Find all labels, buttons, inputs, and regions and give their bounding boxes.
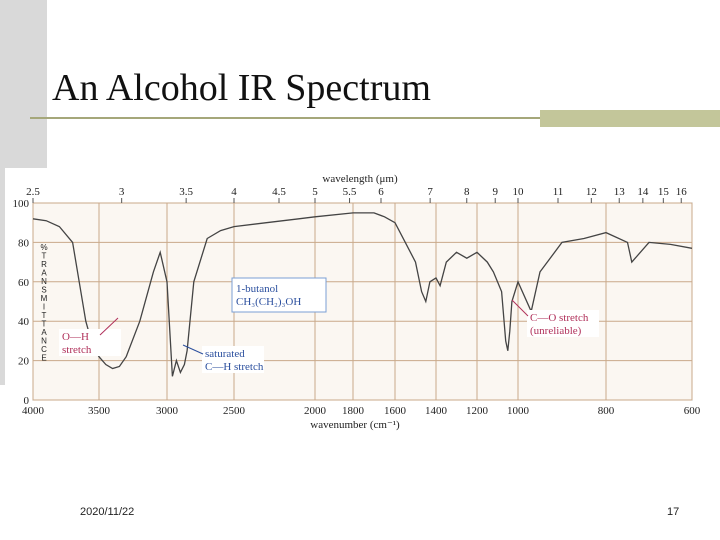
plot: 0 20 40 60 80 100 4000 3500 3000 2500 2000 1800 1600… (13, 173, 701, 431)
top-tick-label: 12 (586, 186, 597, 198)
annotation-pointer (99, 317, 119, 336)
y-tick-label: 80 (18, 237, 30, 249)
top-tick-label: 15 (658, 186, 670, 198)
page-number: 17 (667, 506, 679, 518)
top-tick-label: 14 (637, 186, 649, 198)
top-tick-label: 4.5 (272, 186, 286, 198)
y-tick-label: 0 (24, 395, 30, 407)
annotation-text: C—H stretch (205, 361, 264, 373)
x-tick-label: 600 (684, 405, 701, 417)
x-tick-label: 1400 (425, 405, 448, 417)
x-tick-label: 2000 (304, 405, 327, 417)
slide-title: An Alcohol IR Spectrum (52, 67, 431, 109)
x-tick-label: 1600 (384, 405, 407, 417)
y-tick-label: 100 (13, 198, 30, 210)
top-tick-label: 5 (312, 186, 318, 198)
x-tick-label: 800 (598, 405, 615, 417)
x-tick-label: 3000 (156, 405, 179, 417)
x-axis-label: wavenumber (cm⁻¹) (310, 419, 400, 431)
annotation-box (527, 310, 599, 337)
annotation-pointer (182, 344, 204, 355)
top-tick-label: 9 (492, 186, 498, 198)
annotation-text: saturated (205, 348, 245, 360)
top-tick-label: 3.5 (179, 186, 193, 198)
top-tick-label: 2.5 (26, 186, 40, 198)
date: 2020/11/22 (80, 506, 134, 518)
y-tick-label: 20 (18, 356, 30, 368)
annotation-box (231, 277, 327, 313)
x-tick-label: 1800 (342, 405, 365, 417)
annotation-text: CH₃(CH₂)₃OH (236, 296, 301, 308)
annotation-text: (unreliable) (530, 325, 582, 337)
annotation-text: stretch (62, 344, 92, 356)
x-tick-label: 1000 (507, 405, 530, 417)
top-axis-label: wavelength (μm) (322, 173, 398, 185)
y-tick-label: 60 (18, 277, 30, 289)
annotation-text: O—H (62, 331, 89, 343)
top-tick-label: 13 (614, 186, 626, 198)
top-tick-label: 8 (464, 186, 470, 198)
annotation-text: C—O stretch (530, 312, 589, 324)
top-tick-label: 16 (676, 186, 688, 198)
y-tick-label: 40 (18, 316, 30, 328)
annotation-pointer (511, 299, 529, 317)
annotation-box (59, 329, 121, 356)
annotation-box (202, 346, 264, 373)
top-tick-label: 5.5 (343, 186, 357, 198)
top-tick-label: 6 (378, 186, 384, 198)
x-tick-label: 4000 (22, 405, 45, 417)
annotation-text: 1-butanol (236, 283, 278, 295)
top-tick-label: 3 (119, 186, 125, 198)
top-tick-label: 10 (513, 186, 525, 198)
y-axis-label: % T R A N S M I T T A N C E (40, 243, 47, 363)
x-tick-label: 3500 (88, 405, 111, 417)
top-tick-label: 11 (553, 186, 564, 198)
top-tick-label: 4 (231, 186, 237, 198)
title-block (540, 110, 720, 127)
x-tick-label: 2500 (223, 405, 246, 417)
x-tick-label: 1200 (466, 405, 489, 417)
spectrum-line (32, 212, 693, 377)
plot-area (32, 202, 693, 401)
top-tick-label: 7 (427, 186, 433, 198)
